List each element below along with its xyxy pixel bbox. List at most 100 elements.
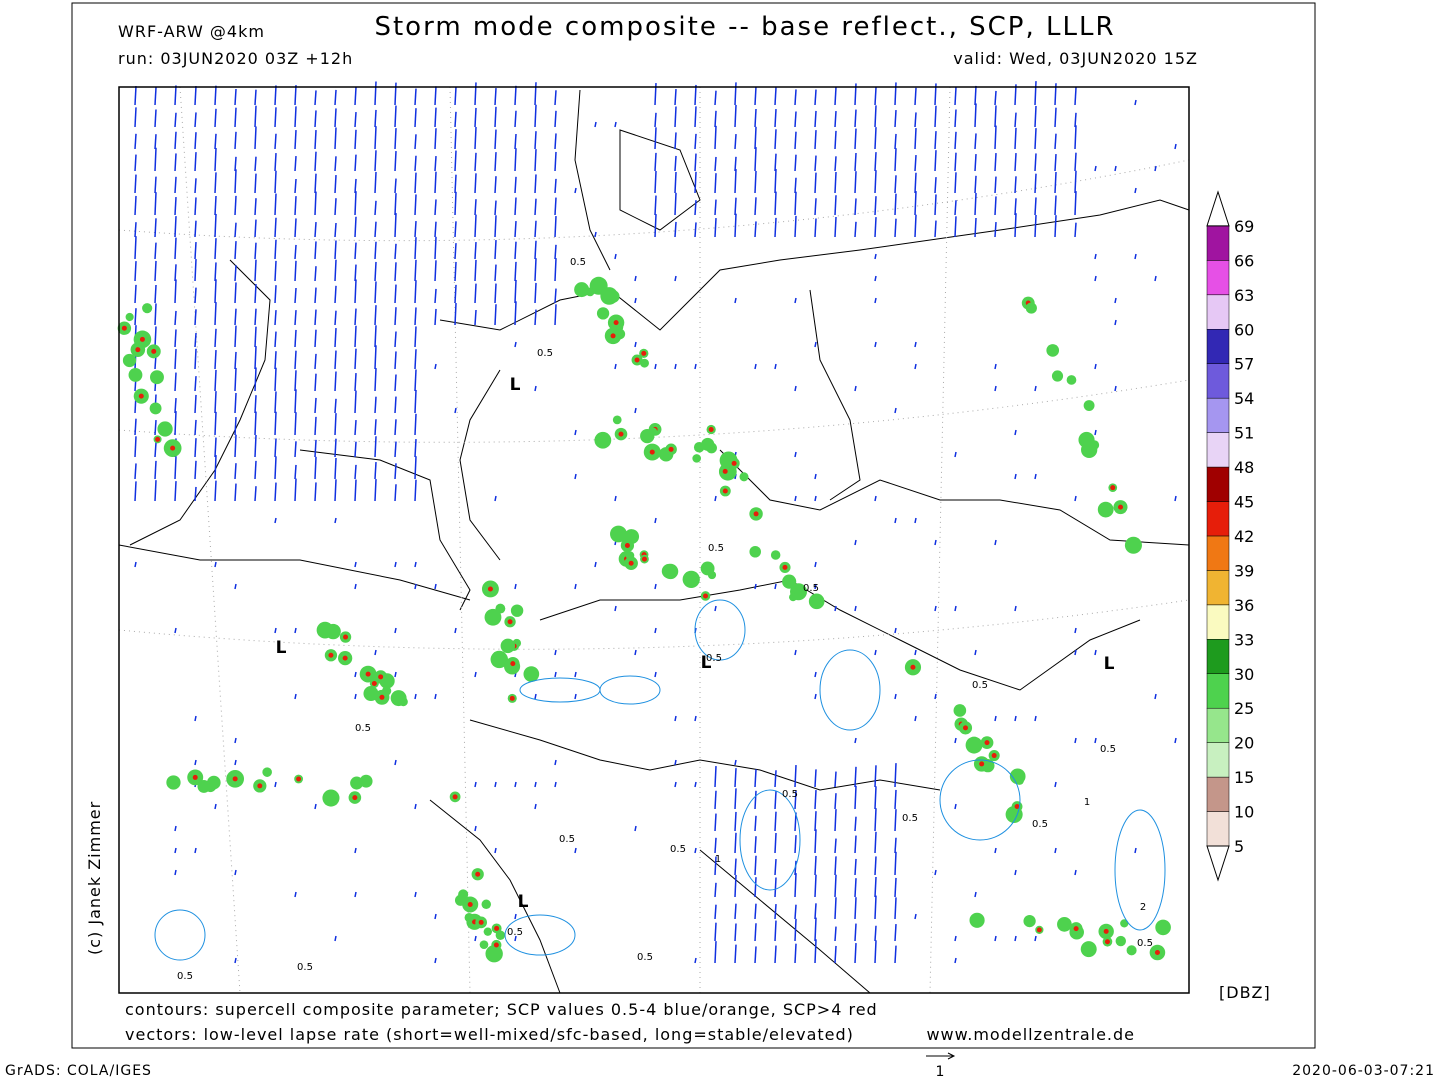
vector: [294, 693, 297, 700]
color-swatch: [1206, 639, 1230, 674]
vector: [134, 107, 137, 128]
echo: [1025, 302, 1037, 314]
vector: [614, 121, 617, 128]
vector: [914, 363, 917, 370]
vector: [334, 350, 337, 370]
vector: [434, 221, 437, 238]
vector: [994, 539, 997, 546]
vector: [474, 107, 477, 128]
vector: [1014, 473, 1017, 480]
vector: [314, 151, 317, 172]
vector: [294, 370, 297, 392]
vector: [714, 882, 717, 898]
vector: [714, 790, 717, 810]
echo-core: [641, 350, 647, 356]
vector: [874, 940, 877, 964]
border: [719, 449, 1190, 546]
vector: [294, 196, 297, 216]
vector: [354, 154, 357, 172]
vector: [294, 627, 297, 634]
vector: [434, 128, 437, 150]
vector: [794, 918, 797, 942]
vector: [1014, 84, 1017, 106]
vector: [294, 389, 297, 414]
vector: [414, 349, 417, 370]
vector: [314, 329, 317, 348]
vector: [434, 236, 437, 260]
vector: [154, 480, 157, 502]
vector: [554, 197, 557, 216]
vector: [214, 133, 217, 150]
vector: [954, 216, 957, 238]
vector: [234, 195, 237, 216]
colorbar: 5 10 15 20 25 30 33 36 39 42 45 48 51 54 57 60 63 66 69: [1206, 190, 1254, 882]
vector: [514, 197, 517, 216]
vector: [334, 285, 337, 304]
vector: [774, 169, 777, 194]
vector: [334, 310, 337, 326]
vector: [874, 495, 877, 502]
border: [459, 369, 501, 561]
color-swatch: [1206, 535, 1230, 571]
vector: [514, 301, 517, 326]
vector: [854, 109, 857, 128]
vector: [874, 925, 877, 942]
vector: [134, 463, 137, 480]
vector: [834, 793, 837, 810]
echo: [1051, 370, 1064, 382]
vector: [234, 417, 237, 436]
vector: [814, 790, 817, 810]
vector: [334, 222, 337, 238]
vector: [534, 220, 537, 238]
vector: [654, 195, 657, 216]
echo-core: [1073, 926, 1079, 932]
vector: [214, 147, 217, 172]
contour-label: 0.5: [355, 723, 371, 734]
vector: [234, 325, 237, 348]
vector: [134, 561, 137, 568]
vector: [1134, 187, 1137, 194]
vector: [194, 847, 197, 854]
vector: [374, 649, 377, 656]
vector: [594, 561, 597, 568]
vector: [814, 473, 817, 480]
vector: [374, 396, 377, 414]
vector: [374, 436, 377, 458]
vector: [1054, 133, 1057, 150]
contour-label: 0.5: [537, 348, 553, 359]
vector: [754, 170, 757, 194]
vector: [774, 191, 777, 216]
vector: [894, 110, 897, 128]
vector: [354, 348, 357, 370]
map: LLL LL0.50.50.50.50.50.50.50.50.50.50.50.…: [117, 81, 1190, 994]
vector: [694, 133, 697, 150]
echo-core: [328, 652, 334, 658]
vector: [334, 156, 337, 172]
vector: [274, 456, 277, 480]
border: [299, 449, 471, 611]
vector: [334, 240, 337, 260]
map-area: [119, 87, 1189, 993]
vector: [414, 108, 417, 128]
vector: [974, 103, 977, 128]
vector: [1034, 128, 1037, 150]
border: [118, 544, 471, 601]
echo-core: [962, 725, 968, 731]
vector: [194, 715, 197, 722]
vector: [494, 88, 497, 106]
echo-core: [702, 593, 708, 599]
vector: [354, 325, 357, 348]
vector: [634, 341, 637, 348]
vector: [314, 241, 317, 260]
vector: [274, 217, 277, 238]
vector: [454, 243, 457, 260]
vector: [434, 107, 437, 128]
vector: [214, 561, 217, 568]
vector: [574, 693, 577, 700]
vector: [194, 460, 197, 480]
echo-core: [731, 460, 737, 466]
vector: [414, 307, 417, 326]
vector: [874, 253, 877, 260]
vector: [474, 173, 477, 194]
vector: [394, 484, 397, 502]
